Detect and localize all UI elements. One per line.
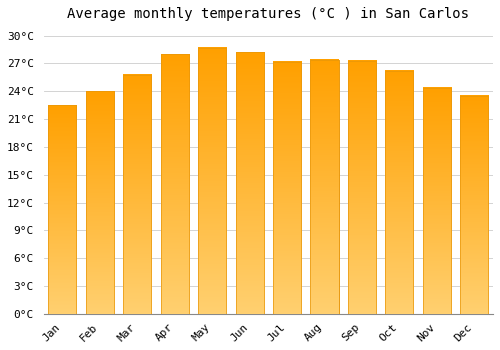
Bar (386, 71, 413, 314)
Bar (160, 54, 189, 314)
Bar (348, 61, 376, 314)
Bar (123, 75, 152, 314)
Bar (198, 48, 226, 314)
Bar (310, 60, 338, 314)
Bar (48, 105, 76, 314)
Bar (86, 91, 114, 314)
Title: Average monthly temperatures (°C ) in San Carlos: Average monthly temperatures (°C ) in Sa… (68, 7, 469, 21)
Bar (460, 96, 488, 314)
Bar (273, 62, 301, 314)
Bar (236, 52, 264, 314)
Bar (423, 88, 451, 314)
